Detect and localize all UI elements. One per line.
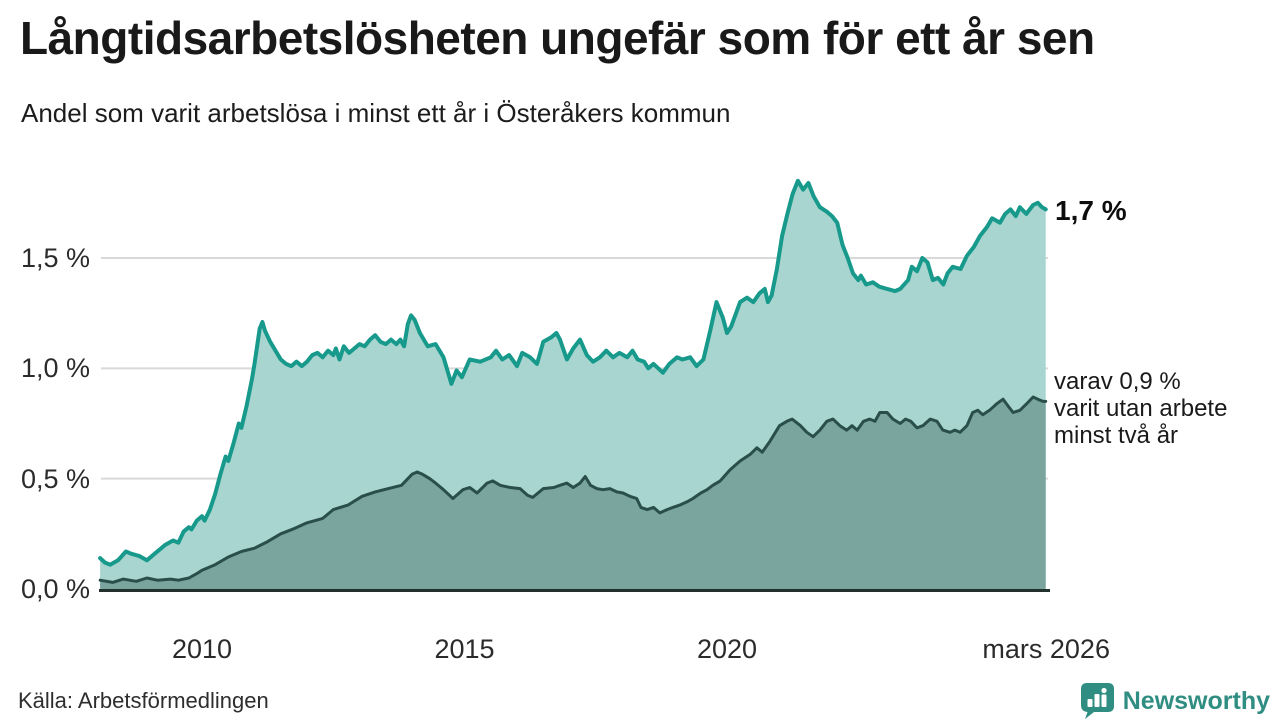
x-tick-label: 2020: [696, 634, 758, 664]
x-tick-label: 2010: [171, 634, 233, 664]
page-title: Långtidsarbetslösheten ungefär som för e…: [20, 12, 1095, 64]
series-line: [98, 178, 1048, 567]
series-line: [98, 395, 1048, 584]
brand-logo: Newsworthy: [1080, 682, 1270, 720]
newsworthy-icon: [1080, 683, 1114, 719]
x-tick-label: 2015: [434, 634, 495, 664]
secondary-series-label: varav 0,9 % varit utan arbete minst två …: [1054, 368, 1228, 450]
source-note: Källa: Arbetsförmedlingen: [18, 688, 269, 713]
y-tick-label: 0,0 %: [20, 574, 90, 604]
series-area: [100, 397, 1046, 589]
x-tick-label: mars 2026: [982, 634, 1110, 664]
brand-name: Newsworthy: [1122, 686, 1270, 715]
y-tick-label: 1,0 %: [20, 353, 90, 384]
latest-value-label: 1,7 %: [1055, 195, 1127, 227]
y-tick-label: 1,5 %: [20, 242, 90, 273]
y-tick-label: 0,5 %: [20, 463, 90, 494]
page-subtitle: Andel som varit arbetslösa i minst ett å…: [21, 98, 731, 128]
